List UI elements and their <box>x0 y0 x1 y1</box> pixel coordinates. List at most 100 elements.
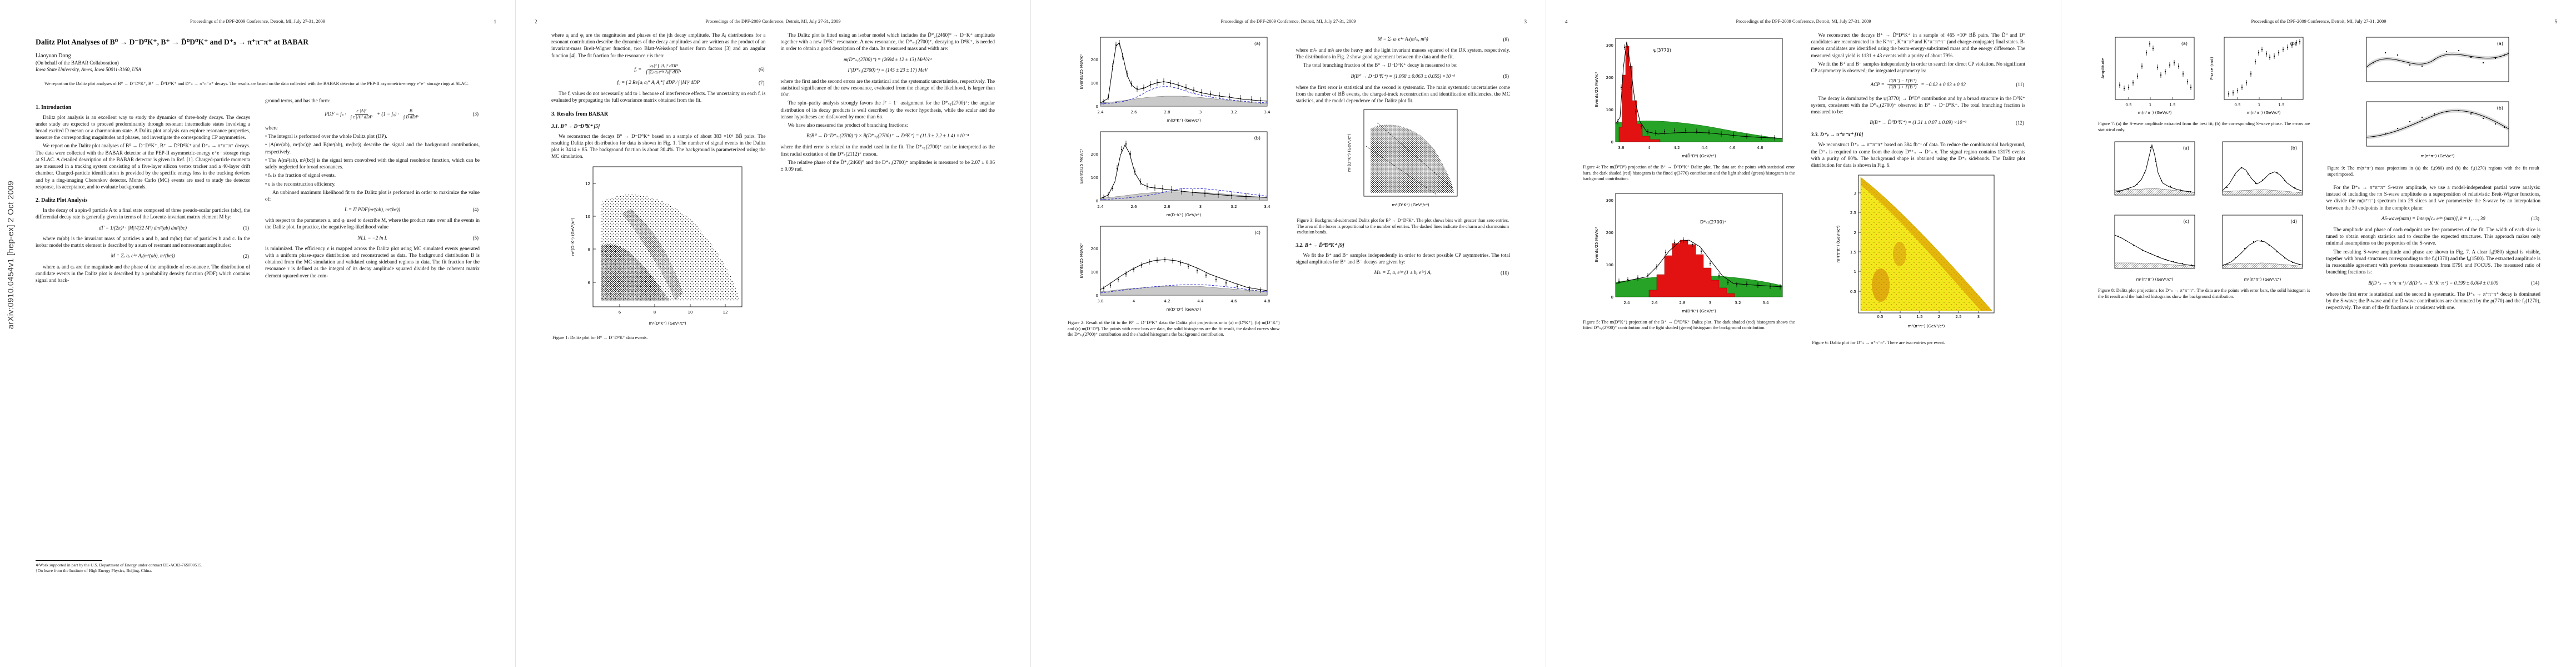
tick-label: 3 <box>1709 301 1711 305</box>
paragraph: where the first error is statistical and… <box>1296 84 1511 104</box>
figure-8d-plot: (d) m²(π⁺π⁺) (GeV²/c⁴) <box>2222 215 2303 282</box>
paragraph: We report on the Dalitz plot analyses of… <box>36 143 250 190</box>
tick-label: 200 <box>1090 247 1098 251</box>
tick-label: 2.8 <box>1164 110 1170 115</box>
x-axis-label: m(D̄⁰D⁰) (GeV/c²) <box>1682 153 1716 158</box>
figure-3: m²(D⁰K⁺) (GeV²/c⁴) m²(D⁻K⁺) (GeV²/c⁴) <box>1296 106 1511 215</box>
two-column-body: (a) 0 100 200 2.4 2.6 2.8 3 3.2 3.4 m(D⁰… <box>1067 32 1510 345</box>
equation-body: NLL = −2 ln L <box>357 235 387 241</box>
page-number: 3 <box>1524 19 1527 24</box>
figure-2: (a) 0 100 200 2.4 2.6 2.8 3 3.2 3.4 m(D⁰… <box>1067 34 1281 317</box>
equation-body: fᵣ = <box>634 66 642 72</box>
section-heading-results: 3. Results from BABAR <box>551 111 609 117</box>
tick-label: 2.5 <box>1850 211 1856 215</box>
data-points <box>1103 258 1261 291</box>
right-column: We reconstruct the decays B⁺ → D̄⁰D⁰K⁺ i… <box>1811 32 2026 353</box>
background-histogram <box>1100 96 1268 107</box>
figure-2b-plot: (b) 0 100 200 2.4 2.6 2.8 3 3.2 3.4 m(D⁻… <box>1079 131 1270 217</box>
equation-body: fᵢⱼ = ∫ 2 Re[aᵢ aⱼ* Aᵢ Aⱼ*] dDP ⁄ ∫ |M|²… <box>617 79 700 86</box>
running-header-text: Proceedings of the DPF-2009 Conference, … <box>190 19 326 24</box>
equation-body: M = Σᵣ aᵣ eⁱᵠʳ Aᵣ(m²ₕ, m²ₗ) <box>1377 36 1428 42</box>
footnote-line: ∗Work supported in part by the U.S. Depa… <box>36 563 202 568</box>
background-component <box>1615 121 1782 142</box>
fraction-numerator: B <box>407 108 414 115</box>
tick-label: 0 <box>1095 293 1098 298</box>
tick-label: 3 <box>1854 191 1856 196</box>
equation-number: (2) <box>243 253 250 259</box>
arxiv-stamp: arXiv:0910.0454v1 [hep-ex] 2 Oct 2009 <box>7 180 16 329</box>
fraction: Γ(B⁻) − Γ(B⁺) Γ(B⁻) + Γ(B⁺) <box>1887 78 1919 90</box>
resonance-curve <box>1100 188 1267 200</box>
paragraph: where aⱼ and φⱼ are the magnitudes and p… <box>551 32 766 58</box>
x-axis-label: m²(D⁰K⁺) (GeV²/c⁴) <box>649 321 686 326</box>
panel-letter: (a) <box>2497 41 2503 46</box>
tick-label: 0.5 <box>2125 103 2131 107</box>
equation-body: PDF = fₛ · <box>325 111 346 117</box>
tick-label: 0 <box>1095 104 1098 109</box>
figure-8: (a) (b) (c) m²(π <box>2097 140 2311 285</box>
tick-label: 2.6 <box>1651 301 1658 305</box>
equation-number: (14) <box>2531 280 2539 286</box>
panel-letter: (c) <box>2183 219 2189 224</box>
tick-label: 4.8 <box>1264 299 1270 303</box>
tick-label: 1.5 <box>2278 103 2284 107</box>
paragraph: where m(ab) is the invariant mass of par… <box>36 235 250 248</box>
tick-label: 3 <box>1199 110 1202 115</box>
figure-3-caption: Figure 3: Background-subtracted Dalitz p… <box>1297 218 1509 235</box>
x-axis-label: m²(π⁺π⁻) (GeV²/c⁴) <box>2136 277 2174 282</box>
equation-6: fᵣ = |aᵣ|² ∫ |Aᵣ|² dDP ∫ |Σⱼ aⱼ eⁱᵠʲ Aⱼ|²… <box>551 63 766 75</box>
background-histogram <box>2222 262 2303 269</box>
equation-body: B(B⁺ → D̄⁰D⁰K⁺) = (1.31 ± 0.07 ± 0.09) ×… <box>1870 120 1967 126</box>
paragraph: We reconstruct the decays B⁰ → D⁻D⁰K⁺ ba… <box>551 133 766 160</box>
data-points <box>2117 235 2193 266</box>
resonance-curve <box>1100 86 1267 104</box>
fraction-numerator: |aᵣ|² ∫ |Aᵣ|² dDP <box>647 63 680 70</box>
exclusion-band-line <box>1377 123 1453 189</box>
data-points <box>2119 43 2192 89</box>
tick-label: 100 <box>1090 176 1098 180</box>
list-item: • ε is the reconstruction efficiency. <box>265 181 336 187</box>
tick-label: 3.2 <box>1735 301 1741 305</box>
tick-label: 200 <box>1090 152 1098 157</box>
right-column: The Dalitz plot is fitted using an isoba… <box>781 32 995 347</box>
paragraph: ground terms, and has the form: <box>265 97 331 103</box>
tick-label: 1 <box>1854 270 1856 274</box>
tick-label: 10 <box>687 310 692 315</box>
x-axis-label: m(D⁻K⁺) (GeV/c²) <box>1166 212 1201 217</box>
y-axis-label: Events/25 MeV/c² <box>1079 54 1084 89</box>
tick-label: 2.5 <box>1956 315 1962 319</box>
footnote-block: ∗Work supported in part by the U.S. Depa… <box>36 560 250 574</box>
tick-label: 6 <box>587 281 590 285</box>
page-number: 5 <box>2554 19 2558 24</box>
fit-histogram <box>1100 259 1267 291</box>
plot-frame <box>1363 109 1458 197</box>
tick-label: 4 <box>1648 146 1651 150</box>
data-error-bars <box>2119 41 2191 91</box>
paragraph: The decay is dominated by the ψ(3770) → … <box>1811 95 2026 115</box>
axis-ticks <box>1858 192 1979 313</box>
figure-7: (a) 0.5 1 1.5 m(π⁺π⁻) (GeV/c²) Amplitude… <box>2097 34 2311 118</box>
equation-8: M = Σᵣ aᵣ eⁱᵠʳ Aᵣ(m²ₕ, m²ₗ) (8) <box>1296 36 1511 42</box>
tick-label: 3.8 <box>1618 146 1624 150</box>
tick-label: 2.8 <box>1679 301 1685 305</box>
equation-body: M± = Σᵣ aᵣ eⁱᵠʳ (1 ± bᵣ eⁱᵟʳ) Aᵣ <box>1374 270 1432 276</box>
y-axis-label: m²(D⁻K⁺) (GeV²/c⁴) <box>570 217 575 255</box>
equation-body: L = Π PDF(m²(ab), m²(bc)) <box>344 207 401 213</box>
fraction-denominator: ∫ B dDP <box>403 114 418 120</box>
tick-label: 0 <box>1611 140 1613 145</box>
x-axis-label: m²(π⁺π⁺) (GeV²/c⁴) <box>2244 277 2281 282</box>
tick-label: 300 <box>1606 43 1613 48</box>
equation-body: M = Σᵣ aᵣ eⁱᵠʳ Aᵣ(m²(ab), m²(bc)) <box>111 253 175 259</box>
tick-label: 0 <box>1611 295 1613 300</box>
x-axis-label: m(π⁺π⁻) (GeV/c²) <box>2137 110 2171 115</box>
equation-body: AS-wave(mππ) = Interp[cₖ eⁱᵠᵏ (mππ)], k … <box>2381 215 2485 221</box>
data-points <box>1618 239 1781 287</box>
equation-number: (3) <box>472 111 479 117</box>
right-column: M = Σᵣ aᵣ eⁱᵠʳ Aᵣ(m²ₕ, m²ₗ) (8) where m²… <box>1296 32 1511 345</box>
dense-cluster <box>600 243 670 301</box>
resonance-curve <box>1100 284 1267 293</box>
tick-label: 4.8 <box>1757 146 1763 150</box>
y-axis-label: Events/25 MeV/c² <box>1079 148 1084 183</box>
background-histogram <box>1100 191 1268 201</box>
